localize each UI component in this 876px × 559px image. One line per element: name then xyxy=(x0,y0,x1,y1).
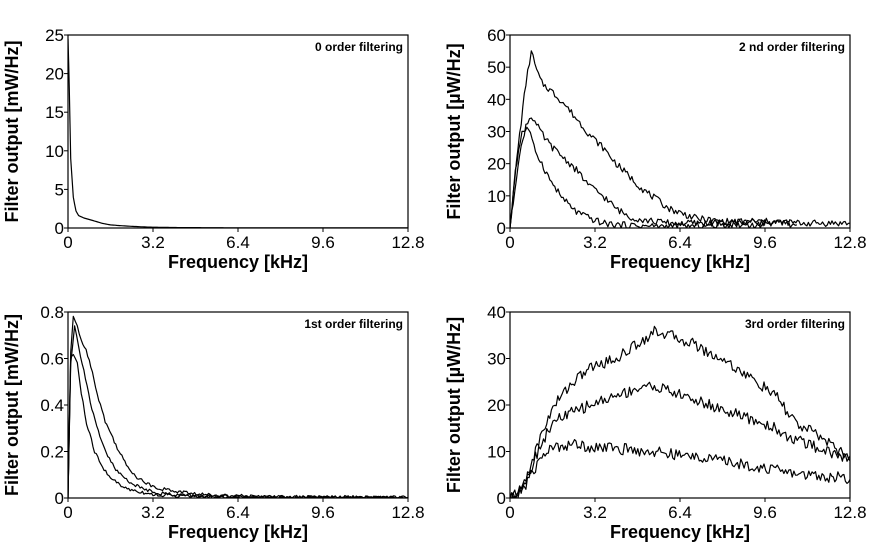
series-line-3 xyxy=(510,126,766,228)
y-tick-label: 15 xyxy=(45,103,64,122)
y-tick-label: 60 xyxy=(487,26,506,45)
y-tick-label: 10 xyxy=(45,142,64,161)
series-line-1 xyxy=(510,325,850,498)
series-line-1 xyxy=(68,315,408,498)
x-tick-label: 12.8 xyxy=(833,233,866,252)
y-axis-label: Filter output [µW/Hz] xyxy=(444,43,464,219)
y-tick-label: 10 xyxy=(487,187,506,206)
panel-3rd-order: 0 10 20 30 40 0 3.2 6.4 9.6 12.8 Frequency [kHz] Fi… xyxy=(444,303,867,542)
x-tick-label: 6.4 xyxy=(226,233,250,252)
x-tick-label: 6.4 xyxy=(668,503,692,522)
y-tick-label: 0.4 xyxy=(40,396,64,415)
y-tick-label: 40 xyxy=(487,303,506,322)
y-tick-label: 0 xyxy=(497,219,506,238)
panel-title: 3rd order filtering xyxy=(745,317,845,331)
y-tick-label: 25 xyxy=(45,26,64,45)
plot-frame xyxy=(67,34,409,229)
x-tick-label: 9.6 xyxy=(753,503,777,522)
x-tick-label: 12.8 xyxy=(833,503,866,522)
series-line-3 xyxy=(68,353,408,498)
x-axis-label: Frequency [kHz] xyxy=(168,252,308,272)
y-tick-label: 0 xyxy=(55,489,64,508)
y-tick-label: 10 xyxy=(487,443,506,462)
x-axis-label: Frequency [kHz] xyxy=(610,522,750,542)
panel-title: 0 order filtering xyxy=(315,40,403,54)
x-axis-label: Frequency [kHz] xyxy=(610,252,750,272)
panel-2nd-order: 0 10 20 30 40 50 60 0 3.2 6.4 9.6 12.8 Frequency [kH… xyxy=(444,26,867,272)
x-tick-label: 3.2 xyxy=(583,233,607,252)
series-line-2 xyxy=(510,381,850,498)
y-tick-label: 0.2 xyxy=(40,443,64,462)
x-tick-label: 3.2 xyxy=(141,233,165,252)
series-line-1 xyxy=(68,38,408,228)
y-tick-label: 20 xyxy=(487,396,506,415)
y-axis-label: Filter output [µW/Hz] xyxy=(444,317,464,493)
x-tick-label: 9.6 xyxy=(753,233,777,252)
y-tick-label: 50 xyxy=(487,58,506,77)
series-line-2 xyxy=(68,325,408,498)
x-tick-label: 6.4 xyxy=(668,233,692,252)
x-tick-label: 12.8 xyxy=(391,233,424,252)
y-tick-label: 20 xyxy=(487,155,506,174)
y-axis-label: Filter output [mW/Hz] xyxy=(2,41,22,223)
x-tick-label: 3.2 xyxy=(141,503,165,522)
plot-frame xyxy=(67,311,409,499)
x-tick-label: 6.4 xyxy=(226,503,250,522)
x-tick-label: 9.6 xyxy=(311,503,335,522)
y-tick-label: 40 xyxy=(487,90,506,109)
y-tick-label: 5 xyxy=(55,180,64,199)
plot-frame xyxy=(509,311,851,499)
y-tick-label: 0.6 xyxy=(40,350,64,369)
x-tick-label: 0 xyxy=(63,233,72,252)
panel-0-order: 0 5 10 15 20 25 0 3.2 6.4 9.6 12.8 Frequency [kHz] F… xyxy=(2,26,425,272)
plot-frame xyxy=(509,34,851,229)
y-tick-label: 0 xyxy=(497,489,506,508)
x-axis-label: Frequency [kHz] xyxy=(168,522,308,542)
panel-title: 2 nd order filtering xyxy=(739,40,845,54)
x-tick-label: 3.2 xyxy=(583,503,607,522)
y-tick-label: 0 xyxy=(55,219,64,238)
x-tick-label: 0 xyxy=(505,503,514,522)
series-line-3 xyxy=(510,439,850,498)
x-tick-label: 0 xyxy=(63,503,72,522)
y-tick-label: 0.8 xyxy=(40,303,64,322)
y-tick-label: 30 xyxy=(487,123,506,142)
y-axis-label: Filter output [mW/Hz] xyxy=(2,314,22,496)
series-line-1 xyxy=(510,50,850,228)
panel-1st-order: 0 0.2 0.4 0.6 0.8 0 3.2 6.4 9.6 12.8 Frequency [kH… xyxy=(2,303,425,542)
x-tick-label: 9.6 xyxy=(311,233,335,252)
x-tick-label: 0 xyxy=(505,233,514,252)
x-tick-label: 12.8 xyxy=(391,503,424,522)
panel-title: 1st order filtering xyxy=(304,317,403,331)
series-line-2 xyxy=(510,117,798,228)
y-tick-label: 20 xyxy=(45,65,64,84)
y-tick-label: 30 xyxy=(487,350,506,369)
